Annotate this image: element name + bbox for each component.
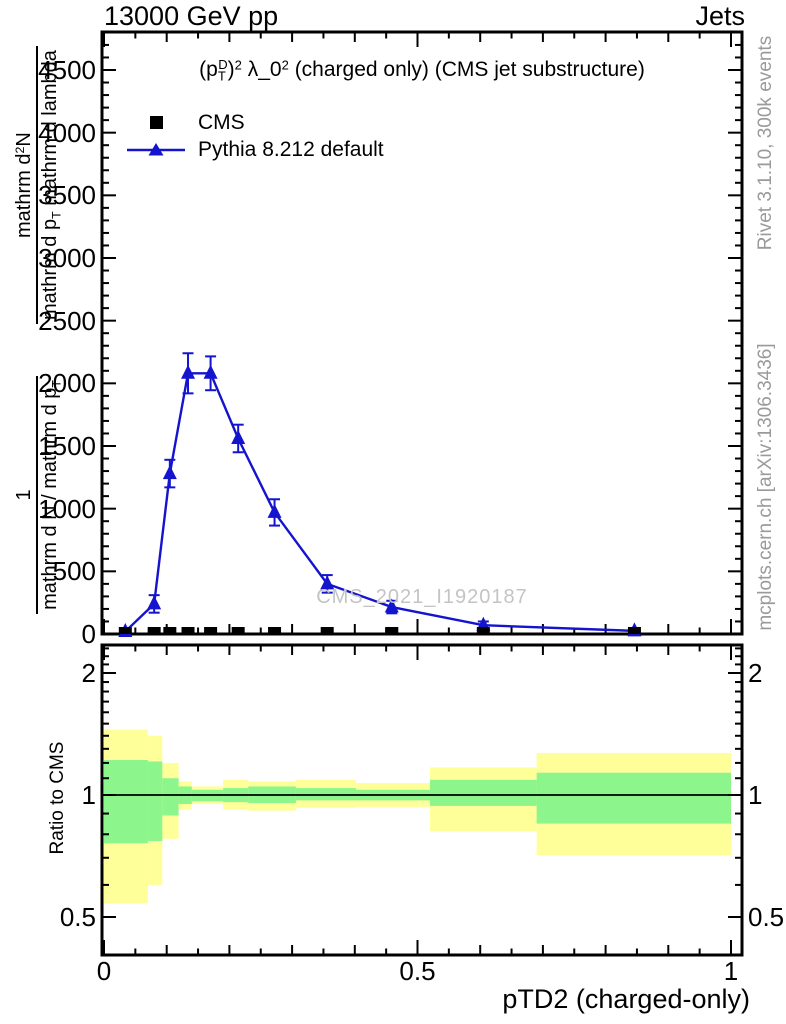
pythia-triangle-marker xyxy=(384,598,399,613)
legend-label: Pythia 8.212 default xyxy=(198,137,384,161)
cms-square-marker xyxy=(268,627,282,634)
ratio-y-tick-label: 2 xyxy=(748,658,763,688)
inner-uncertainty-band xyxy=(147,761,163,842)
x-tick-label: 1 xyxy=(723,956,739,986)
title-part: (charged only) (CMS jet substructure) xyxy=(288,58,645,82)
inner-uncertainty-band xyxy=(104,760,148,844)
title-part: (p xyxy=(199,58,218,82)
cms-square-marker-icon xyxy=(127,116,185,129)
cms-square-marker xyxy=(204,627,218,634)
pythia-triangle-marker xyxy=(320,575,335,590)
legend-label: CMS xyxy=(198,110,245,134)
title-exponent: 2 xyxy=(281,57,289,73)
pythia-triangle-marker xyxy=(267,503,282,518)
main-y-tick-label: 1500 xyxy=(38,431,96,461)
rivet-version-note: Rivet 3.1.10, 300k events xyxy=(755,35,776,251)
main-y-tick-label: 2500 xyxy=(38,305,96,336)
cms-square-marker xyxy=(385,627,399,634)
label-subscript: T xyxy=(49,211,64,219)
legend: CMS Pythia 8.212 default xyxy=(127,109,384,163)
ratio-y-tick-label: 0.5 xyxy=(59,901,96,932)
ratio-y-tick-label: 1 xyxy=(81,780,96,810)
main-y-tick-label: 4500 xyxy=(38,55,96,85)
cms-square-marker xyxy=(163,627,177,634)
cms-square-marker xyxy=(118,627,132,634)
mcplots-reference-note: mcplots.cern.ch [arXiv:1306.3436] xyxy=(755,343,776,631)
observable-title: (pTD)2 λ_02 (charged only) (CMS jet subs… xyxy=(102,57,742,84)
title-part: λ_0 xyxy=(241,58,282,82)
main-y-tick-label: 3000 xyxy=(38,243,96,273)
title-part: ) xyxy=(227,58,235,82)
cms-square-marker xyxy=(476,627,490,634)
pythia-triangle-marker xyxy=(147,595,162,610)
main-y-tick-label: 4000 xyxy=(38,117,96,148)
analysis-group-title: Jets xyxy=(695,1,745,31)
inner-uncertainty-band xyxy=(536,772,731,824)
pythia-triangle-marker xyxy=(203,364,218,379)
ratio-y-tick-label: 1 xyxy=(748,780,763,810)
pythia-triangle-marker xyxy=(162,465,177,480)
x-axis-label: pTD2 (charged-only) xyxy=(502,984,750,1014)
x-tick-label: 0 xyxy=(96,956,112,986)
pythia-triangle-line-marker-icon xyxy=(127,141,185,159)
analysis-id-watermark: CMS_2021_I1920187 xyxy=(316,586,528,608)
cms-square-marker xyxy=(627,627,641,634)
main-y-tick-label: 3500 xyxy=(38,180,96,211)
cms-square-marker xyxy=(147,627,161,634)
pythia-triangle-marker xyxy=(231,429,246,444)
main-y-tick-label: 1000 xyxy=(38,493,96,524)
main-y-tick-label: 2000 xyxy=(38,368,96,399)
ratio-y-tick-label: 0.5 xyxy=(748,901,785,932)
title-exponent: 2 xyxy=(234,57,242,73)
ratio-y-tick-label: 2 xyxy=(81,658,96,688)
label-superscript: 2 xyxy=(12,146,27,154)
cms-square-marker xyxy=(320,627,334,634)
title-superscript: D xyxy=(218,57,228,72)
beam-energy-title: 13000 GeV pp xyxy=(104,1,279,31)
ratio-panel-frame xyxy=(100,643,744,957)
pythia-triangle-marker xyxy=(181,364,196,379)
legend-item-pythia: Pythia 8.212 default xyxy=(127,136,384,163)
legend-item-cms: CMS xyxy=(127,109,384,136)
x-tick-label: 0.5 xyxy=(399,956,436,986)
inner-uncertainty-band xyxy=(430,779,537,806)
cms-square-marker xyxy=(181,627,195,634)
title-subscript: T xyxy=(217,68,226,84)
cms-square-marker xyxy=(231,627,245,634)
main-y-tick-label: 500 xyxy=(52,556,96,587)
main-y-tick-label: 0 xyxy=(81,619,96,649)
inner-uncertainty-band xyxy=(162,778,179,816)
